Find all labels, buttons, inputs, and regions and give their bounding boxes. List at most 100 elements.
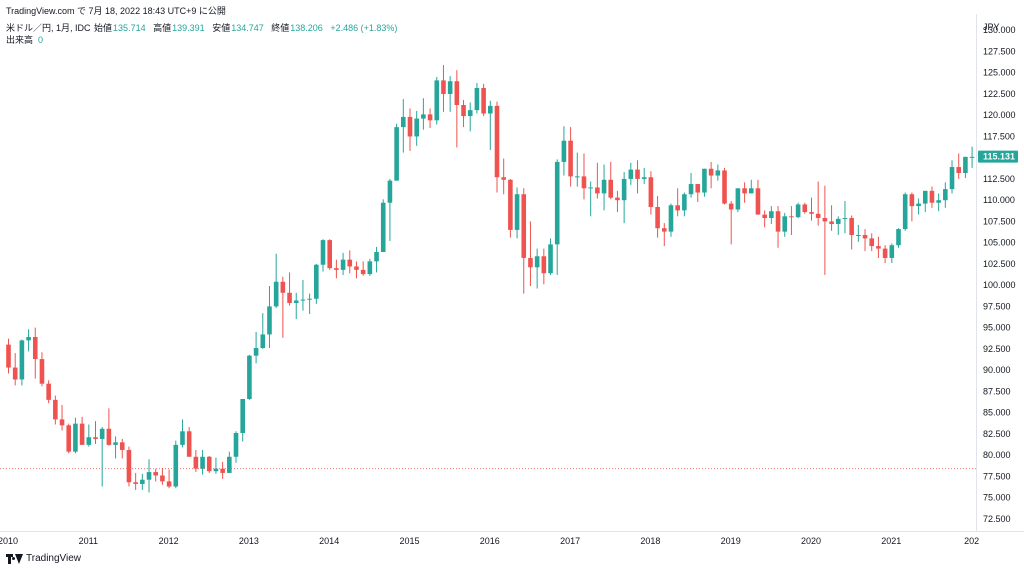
x-tick-label: 2021 — [881, 536, 901, 546]
candle — [441, 65, 446, 112]
top-bar: TradingView.com で 7月 18, 2022 18:43 UTC+… — [0, 0, 1024, 16]
candle — [521, 188, 527, 294]
candle — [795, 202, 801, 219]
x-tick-label: 2015 — [399, 536, 419, 546]
candle — [621, 172, 627, 224]
y-tick-label: 122.500 — [983, 89, 1016, 99]
candle-body — [969, 156, 975, 158]
candle — [789, 206, 794, 236]
candle — [581, 153, 587, 200]
candle — [829, 205, 834, 231]
candle — [835, 216, 841, 236]
y-tick-label: 90.000 — [983, 365, 1011, 375]
candle — [374, 246, 379, 273]
y-tick-label: 105.000 — [983, 238, 1016, 248]
candle — [488, 100, 493, 151]
y-tick-label: 87.500 — [983, 386, 1011, 396]
candles — [6, 65, 975, 493]
candle — [849, 215, 854, 250]
candle-body — [715, 170, 721, 176]
candle-body — [601, 179, 607, 194]
candle-body — [467, 110, 473, 117]
candle — [635, 160, 640, 194]
candle — [748, 179, 754, 194]
candle — [6, 338, 11, 374]
candle — [574, 152, 580, 187]
candle-body — [782, 216, 788, 232]
candle-body — [12, 367, 18, 380]
candle — [655, 195, 660, 238]
candle-body — [280, 281, 286, 293]
candle — [367, 258, 373, 276]
candle-body — [655, 206, 660, 229]
brand-name: TradingView — [26, 553, 82, 564]
candle — [19, 339, 25, 386]
volume-label[interactable]: 出来高 — [6, 35, 34, 45]
candle-body — [943, 189, 948, 201]
candle-body — [574, 176, 580, 178]
candle — [708, 161, 714, 189]
candle — [889, 243, 895, 264]
candle-body — [186, 431, 192, 457]
candle — [200, 449, 205, 475]
candle — [554, 159, 560, 275]
candle — [561, 126, 567, 176]
low-value: 134.747 — [231, 23, 264, 33]
candle — [133, 472, 138, 490]
candle-body — [106, 428, 112, 445]
candle — [628, 162, 634, 185]
candle-body — [119, 442, 125, 450]
y-tick-label: 97.500 — [983, 301, 1011, 311]
close-value: 138.206 — [290, 23, 323, 33]
candle-body — [407, 116, 413, 137]
candle-body — [534, 256, 540, 268]
candle-body — [441, 80, 446, 94]
candle-body — [755, 188, 761, 215]
candle-body — [6, 344, 11, 368]
candle-body — [267, 306, 272, 335]
candle — [896, 228, 901, 248]
candle — [113, 436, 118, 459]
candle-body — [327, 240, 332, 269]
candle-body — [233, 432, 239, 457]
candle — [447, 76, 453, 112]
candle-body — [809, 212, 814, 214]
candle-body — [79, 423, 85, 445]
candle-body — [929, 190, 935, 203]
candle-body — [702, 168, 707, 193]
candle — [722, 167, 727, 205]
candle-body — [166, 481, 172, 487]
candle-body — [160, 475, 165, 482]
candle-body — [140, 479, 145, 484]
candle-body — [748, 188, 754, 194]
candle-body — [367, 261, 373, 275]
symbol-label[interactable]: 米ドル／円, 1月, IDC — [6, 23, 91, 33]
candle-body — [86, 437, 92, 445]
candle — [648, 171, 654, 215]
candle-body — [481, 88, 486, 114]
candle-body — [220, 468, 225, 473]
candle-body — [307, 298, 312, 300]
y-tick-label: 85.000 — [983, 408, 1011, 418]
candle-body — [26, 336, 31, 341]
candle-body — [340, 259, 346, 270]
high-value: 139.391 — [172, 23, 205, 33]
candle-body — [554, 161, 560, 245]
candle — [588, 181, 593, 217]
y-tick-label: 100.000 — [983, 280, 1016, 290]
candle — [902, 192, 908, 231]
currency-label: JPY — [983, 22, 1000, 32]
candle — [541, 248, 547, 285]
candle-body — [474, 88, 480, 111]
candle-body — [561, 140, 567, 162]
candle-body — [206, 456, 212, 472]
candle — [916, 198, 921, 215]
candle — [166, 469, 172, 489]
candle — [273, 253, 279, 309]
candle-body — [869, 238, 875, 247]
x-tick-label: 2020 — [801, 536, 821, 546]
candle-body — [253, 348, 259, 356]
last-price-badge: 115.131 — [978, 150, 1018, 163]
candle — [354, 261, 359, 279]
